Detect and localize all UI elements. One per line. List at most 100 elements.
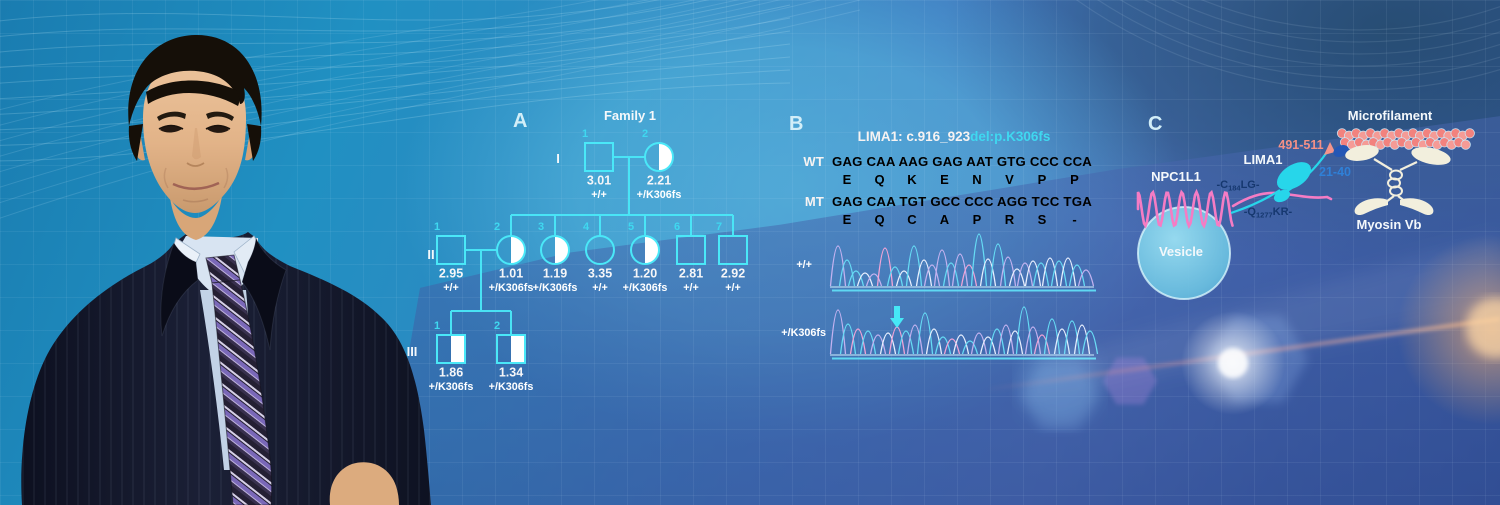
amino-acid: R [1005, 212, 1015, 227]
npc1l1-label: NPC1L1 [1151, 169, 1201, 184]
myosin-head-right [1411, 147, 1451, 165]
pedigree-val: 1.20 [633, 267, 657, 281]
nose [192, 128, 201, 160]
pedigree-symbol-female [630, 235, 660, 265]
pedigree-symbol-male [496, 334, 526, 364]
mesh-curve [0, 0, 740, 157]
chromatogram-peak [1015, 306, 1033, 355]
mesh-curve [0, 0, 822, 188]
chromatogram-peak [951, 253, 969, 287]
npc1l1-motif-label: -Q1277KR- [1244, 206, 1293, 220]
chromatogram-peak [829, 309, 847, 355]
arc-line [1144, 0, 1500, 55]
chromatogram-peak [1050, 260, 1068, 287]
wt-row-label: WT [803, 154, 824, 169]
pedigree-title: Family 1 [604, 108, 656, 123]
amino-acid: E [843, 212, 852, 227]
lima1-npc1l1-junction [1273, 189, 1291, 203]
amino-acid: V [1005, 172, 1014, 187]
chromatogram-trace: +/K306fs [781, 306, 1099, 360]
pedigree-symbol-male [718, 235, 748, 265]
pedigree-gt: +/K306fs [533, 282, 578, 294]
chromatogram-peak [859, 330, 877, 355]
pedigree-val: 3.35 [588, 267, 612, 281]
actin-binding-region-label: 491-511 [1278, 138, 1323, 152]
mesh-curve [0, 0, 760, 53]
amino-acid: P [1070, 172, 1079, 187]
chromatogram-peak [886, 266, 904, 287]
pedigree-num: 3 [538, 221, 544, 233]
tie [211, 279, 273, 505]
chromatogram-peak [1077, 269, 1095, 287]
chromatogram-peak [839, 323, 857, 355]
pedigree-val: 1.34 [499, 366, 523, 380]
pedigree-individual [496, 334, 526, 364]
nostrils [186, 162, 205, 167]
microfilament-label: Microfilament [1348, 108, 1433, 123]
hand [329, 462, 399, 505]
pedigree-individual [644, 142, 674, 172]
chromatogram-peak [915, 259, 933, 287]
chromatogram-peak [1068, 264, 1086, 287]
amino-acid: K [907, 172, 917, 187]
pedigree-num: 1 [434, 221, 440, 233]
chromatogram-peak [1016, 262, 1034, 287]
pedigree-val: 2.95 [439, 267, 463, 281]
hair-side-right [247, 124, 262, 161]
mesh-curve [0, 17, 791, 84]
pedigree-gt: +/+ [591, 189, 607, 201]
pedigree-individual [436, 235, 466, 265]
tie-knot [205, 254, 241, 284]
mesh-lines-decoration [0, 0, 861, 219]
chromatogram-peak [925, 328, 943, 355]
pedigree-individual [630, 235, 660, 265]
myosin-tail-right [1400, 198, 1434, 216]
mesh-curve [0, 9, 861, 219]
neck [170, 196, 222, 240]
chromatogram-peak [1006, 330, 1024, 355]
pedigree-num: 2 [642, 128, 648, 140]
chromatogram-peak [999, 256, 1017, 287]
chromatogram-peak [979, 336, 997, 355]
vesicle-label: Vesicle [1159, 244, 1203, 259]
pedigree-num: 7 [716, 221, 722, 233]
chromatogram-peak [895, 270, 913, 287]
pedigree-individual [436, 334, 466, 364]
lapel-right [241, 236, 287, 351]
lima1-label: LIMA1 [1244, 152, 1283, 167]
mesh-curve [0, 0, 710, 37]
chromatogram-peak [1043, 318, 1061, 355]
pedigree-connector-lines [450, 156, 734, 335]
chromatograms: +/+ +/K306fs [781, 233, 1099, 360]
chromatogram-label: +/K306fs [781, 327, 826, 339]
pedigree-val: 2.92 [721, 267, 745, 281]
pedigree-symbol-male [436, 334, 466, 364]
chromatogram-peak [997, 324, 1015, 355]
pedigree-val: 2.21 [647, 174, 671, 188]
mesh-curve [0, 0, 660, 22]
chromatogram-peak [847, 270, 865, 287]
chromatogram-peak [916, 312, 934, 355]
pedigree-val: 1.86 [439, 366, 463, 380]
chromatogram-peak [856, 272, 874, 287]
chromatogram-peak [933, 249, 951, 287]
pedigree-gt: +/+ [683, 282, 699, 294]
chromatogram-peak [1073, 324, 1091, 355]
chromatogram-peak [923, 264, 941, 287]
pedigree-val: 2.81 [679, 267, 703, 281]
chin-crease [182, 198, 209, 203]
mesh-curve [0, 0, 650, 126]
generation-label-3: III [407, 344, 418, 359]
amino-acid: P [973, 212, 982, 227]
panel-a-label: A [513, 110, 527, 132]
generation-label-1: I [556, 151, 560, 166]
mesh-curve [0, 0, 861, 204]
chromatogram-peak [1081, 330, 1099, 355]
microfilament-beads [1336, 128, 1475, 150]
pedigree-gt: +/+ [443, 282, 459, 294]
pedigree-val: 3.01 [587, 174, 611, 188]
arc-line [1097, 0, 1500, 79]
arc-line [1170, 0, 1500, 43]
panel-b-sequencing: B LIMA1: c.916_923del:p.K306fs WT MT GAG… [781, 113, 1099, 360]
actin-bead [1460, 139, 1471, 150]
